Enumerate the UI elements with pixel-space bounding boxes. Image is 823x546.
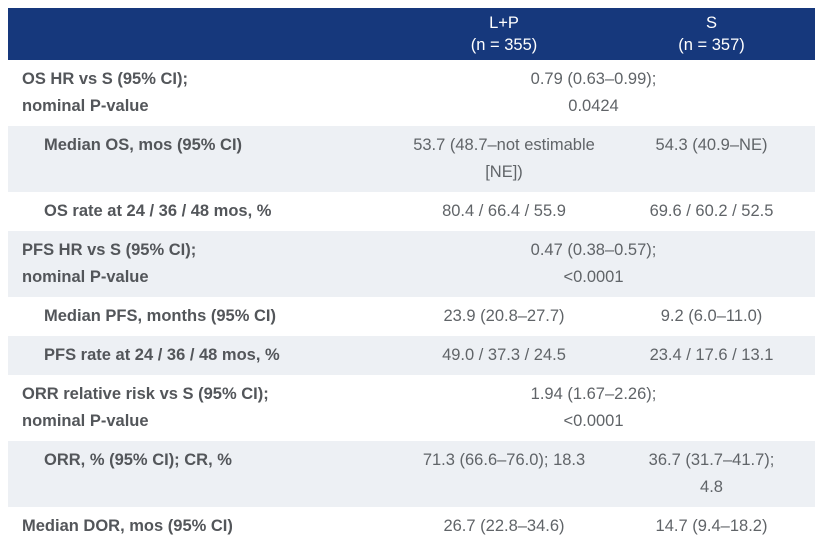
- lp-value-line1: 80.4 / 66.4 / 55.9: [442, 202, 566, 220]
- row-label-line2: nominal P-value: [22, 412, 149, 430]
- lp-value-line1: 26.7 (22.8–34.6): [443, 517, 565, 535]
- value-cell-s: 9.2 (6.0–11.0): [608, 303, 815, 330]
- row-label-line1: Median PFS, months (95% CI): [44, 307, 276, 325]
- s-value-line1: 23.4 / 17.6 / 13.1: [649, 346, 774, 364]
- header-lp-n: (n = 355): [470, 36, 538, 54]
- s-value-line1: 14.7 (9.4–18.2): [655, 517, 768, 535]
- value-cell-lp: 26.7 (22.8–34.6): [400, 513, 608, 540]
- s-value-line2: 4.8: [700, 478, 723, 496]
- span-value-line1: 1.94 (1.67–2.26);: [530, 385, 657, 403]
- span-value-line1: 0.47 (0.38–0.57);: [530, 241, 657, 259]
- row-os-hr-label: OS HR vs S (95% CI); nominal P-value: [8, 66, 400, 120]
- row-median-dor-label: Median DOR, mos (95% CI): [8, 513, 400, 540]
- row-orr-label: ORR, % (95% CI); CR, %: [8, 447, 400, 474]
- span-value-line1: 0.79 (0.63–0.99);: [530, 70, 657, 88]
- span-value-line2: <0.0001: [563, 412, 624, 430]
- row-orr: ORR, % (95% CI); CR, % 71.3 (66.6–76.0);…: [8, 441, 815, 507]
- table-header: L+P (n = 355) S (n = 357): [8, 8, 815, 60]
- span-value-line2: 0.0424: [568, 97, 619, 115]
- row-label-line1: Median OS, mos (95% CI): [44, 136, 243, 154]
- lp-value-line2: [NE]): [485, 163, 523, 181]
- lp-value-line1: 49.0 / 37.3 / 24.5: [442, 346, 566, 364]
- row-pfs-hr: PFS HR vs S (95% CI); nominal P-value 0.…: [8, 231, 815, 297]
- row-label-line1: Median DOR, mos (95% CI): [22, 517, 233, 535]
- row-label-line2: nominal P-value: [22, 97, 149, 115]
- header-s-n: (n = 357): [678, 36, 745, 54]
- s-value-line1: 69.6 / 60.2 / 52.5: [649, 202, 774, 220]
- row-label-line1: ORR, % (95% CI); CR, %: [44, 451, 232, 469]
- row-os-rate-label: OS rate at 24 / 36 / 48 mos, %: [8, 198, 400, 225]
- value-cell-lp: 49.0 / 37.3 / 24.5: [400, 342, 608, 369]
- row-median-os: Median OS, mos (95% CI) 53.7 (48.7–not e…: [8, 126, 815, 192]
- header-col-lp: L+P (n = 355): [400, 12, 608, 56]
- row-os-rate: OS rate at 24 / 36 / 48 mos, % 80.4 / 66…: [8, 192, 815, 231]
- header-s-treatment: S: [705, 14, 717, 32]
- row-median-pfs: Median PFS, months (95% CI) 23.9 (20.8–2…: [8, 297, 815, 336]
- value-cell-lp: 80.4 / 66.4 / 55.9: [400, 198, 608, 225]
- row-orr-rr: ORR relative risk vs S (95% CI); nominal…: [8, 375, 815, 441]
- row-label-line1: OS HR vs S (95% CI);: [22, 70, 188, 88]
- row-label-line1: PFS rate at 24 / 36 / 48 mos, %: [44, 346, 280, 364]
- value-cell-lp: 53.7 (48.7–not estimable [NE]): [400, 132, 608, 186]
- span-value-cell: 0.79 (0.63–0.99); 0.0424: [400, 66, 815, 120]
- row-pfs-rate-label: PFS rate at 24 / 36 / 48 mos, %: [8, 342, 400, 369]
- value-cell-s: 36.7 (31.7–41.7); 4.8: [608, 447, 815, 501]
- value-cell-lp: 71.3 (66.6–76.0); 18.3: [400, 447, 608, 474]
- row-pfs-hr-label: PFS HR vs S (95% CI); nominal P-value: [8, 237, 400, 291]
- value-cell-s: 54.3 (40.9–NE): [608, 132, 815, 159]
- header-col-s: S (n = 357): [608, 12, 815, 56]
- span-value-line2: <0.0001: [563, 268, 624, 286]
- lp-value-line1: 71.3 (66.6–76.0); 18.3: [422, 451, 586, 469]
- value-cell-s: 23.4 / 17.6 / 13.1: [608, 342, 815, 369]
- lp-value-line1: 53.7 (48.7–not estimable: [413, 136, 595, 154]
- lp-value-line1: 23.9 (20.8–27.7): [443, 307, 565, 325]
- row-orr-rr-label: ORR relative risk vs S (95% CI); nominal…: [8, 381, 400, 435]
- header-lp-treatment: L+P: [489, 14, 519, 32]
- results-table: L+P (n = 355) S (n = 357) OS HR vs S (95…: [8, 8, 815, 546]
- s-value-line1: 36.7 (31.7–41.7);: [648, 451, 775, 469]
- row-label-line2: nominal P-value: [22, 268, 149, 286]
- value-cell-s: 69.6 / 60.2 / 52.5: [608, 198, 815, 225]
- row-pfs-rate: PFS rate at 24 / 36 / 48 mos, % 49.0 / 3…: [8, 336, 815, 375]
- value-cell-lp: 23.9 (20.8–27.7): [400, 303, 608, 330]
- row-label-line1: PFS HR vs S (95% CI);: [22, 241, 197, 259]
- row-median-dor: Median DOR, mos (95% CI) 26.7 (22.8–34.6…: [8, 507, 815, 546]
- row-os-hr: OS HR vs S (95% CI); nominal P-value 0.7…: [8, 60, 815, 126]
- row-median-pfs-label: Median PFS, months (95% CI): [8, 303, 400, 330]
- span-value-cell: 0.47 (0.38–0.57); <0.0001: [400, 237, 815, 291]
- row-label-line1: OS rate at 24 / 36 / 48 mos, %: [44, 202, 272, 220]
- row-median-os-label: Median OS, mos (95% CI): [8, 132, 400, 159]
- s-value-line1: 54.3 (40.9–NE): [655, 136, 768, 154]
- s-value-line1: 9.2 (6.0–11.0): [660, 307, 763, 325]
- span-value-cell: 1.94 (1.67–2.26); <0.0001: [400, 381, 815, 435]
- value-cell-s: 14.7 (9.4–18.2): [608, 513, 815, 540]
- row-label-line1: ORR relative risk vs S (95% CI);: [22, 385, 269, 403]
